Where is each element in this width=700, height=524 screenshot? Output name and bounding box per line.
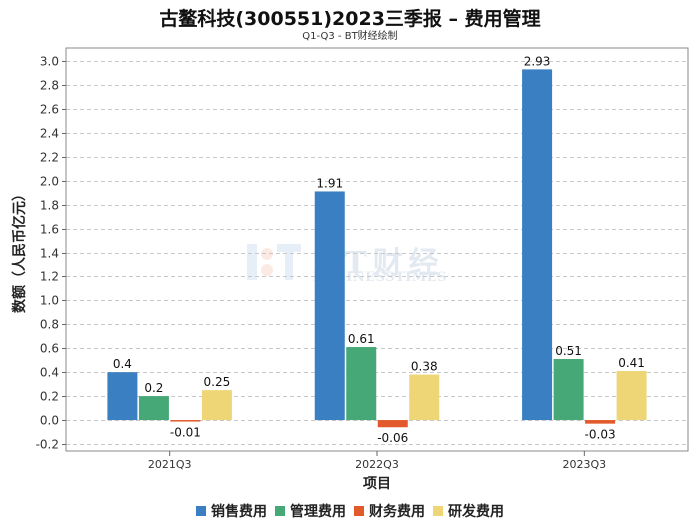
bar-value-label: -0.01: [170, 426, 201, 440]
y-tick-label: 1.4: [40, 247, 59, 261]
bar: [585, 420, 616, 424]
y-tick-label: 1.6: [40, 223, 59, 237]
y-tick-label: 2.4: [40, 127, 59, 141]
bar-value-label: 0.51: [555, 344, 582, 358]
x-tick-label: 2022Q3: [355, 458, 399, 471]
y-tick-label: 2.0: [40, 175, 59, 189]
bar-value-label: 0.61: [348, 332, 375, 346]
bar: [107, 372, 138, 421]
bar: [377, 420, 408, 428]
y-tick-label: -0.2: [36, 438, 59, 452]
bar-value-label: 0.2: [144, 381, 163, 395]
chart-subtitle: Q1-Q3 - BT财经绘制: [302, 31, 398, 42]
bar-value-label: 0.41: [618, 356, 645, 370]
y-tick-label: 2.2: [40, 151, 59, 165]
bar: [314, 191, 345, 421]
y-axis-label: 数额（人民币亿元）: [11, 187, 28, 313]
bar: [616, 370, 647, 421]
y-tick-label: 2.6: [40, 103, 59, 117]
legend-item: 财务费用: [354, 501, 425, 521]
bar-value-label: 0.25: [204, 375, 231, 389]
bar-chart: -0.2 0.0 0.2 0.4 0.6 0.8 1.0 1.2 1.4 1.6 1.8 2.0 2.2…: [11, 47, 689, 492]
y-tick-label: 3.0: [40, 55, 59, 69]
x-axis-label: 项目: [363, 476, 391, 492]
y-tick-label: 0.4: [40, 366, 59, 380]
bar: [170, 420, 201, 422]
y-tick-label: 1.0: [40, 294, 59, 308]
bar: [346, 347, 377, 421]
legend-swatch: [354, 506, 364, 516]
y-tick-label: 0.6: [40, 342, 59, 356]
y-tick-label: 0.8: [40, 318, 59, 332]
bar: [409, 374, 440, 421]
chart-title: 古鳌科技(300551)2023三季报 – 费用管理: [159, 8, 541, 30]
y-tick-label: 1.8: [40, 199, 59, 213]
legend-swatch: [275, 506, 285, 516]
chart-legend: 销售费用 管理费用 财务费用 研发费用: [0, 501, 700, 521]
legend-item: 管理费用: [275, 501, 346, 521]
legend-label: 销售费用: [211, 504, 267, 520]
bar-value-label: 0.38: [411, 360, 438, 374]
legend-item: 销售费用: [196, 501, 267, 521]
bar-value-label: -0.03: [585, 428, 616, 442]
bar: [138, 396, 169, 421]
bar-value-label: 0.4: [113, 357, 132, 371]
legend-item: 研发费用: [433, 501, 504, 521]
y-tick-label: 1.2: [40, 270, 59, 284]
bar: [553, 359, 584, 421]
y-tick-label: 0.0: [40, 414, 59, 428]
legend-swatch: [433, 506, 443, 516]
x-tick-label: 2021Q3: [148, 458, 192, 471]
bar-value-label: 1.91: [316, 176, 343, 190]
bar: [522, 69, 553, 421]
bar: [201, 390, 232, 421]
legend-swatch: [196, 506, 206, 516]
legend-label: 研发费用: [448, 504, 504, 520]
legend-label: 管理费用: [290, 504, 346, 520]
bar-value-label: 2.93: [524, 54, 551, 68]
y-tick-label: 0.2: [40, 390, 59, 404]
y-tick-label: 2.8: [40, 79, 59, 93]
x-tick-label: 2023Q3: [563, 458, 607, 471]
bar-value-label: -0.06: [377, 431, 408, 445]
legend-label: 财务费用: [369, 504, 425, 520]
